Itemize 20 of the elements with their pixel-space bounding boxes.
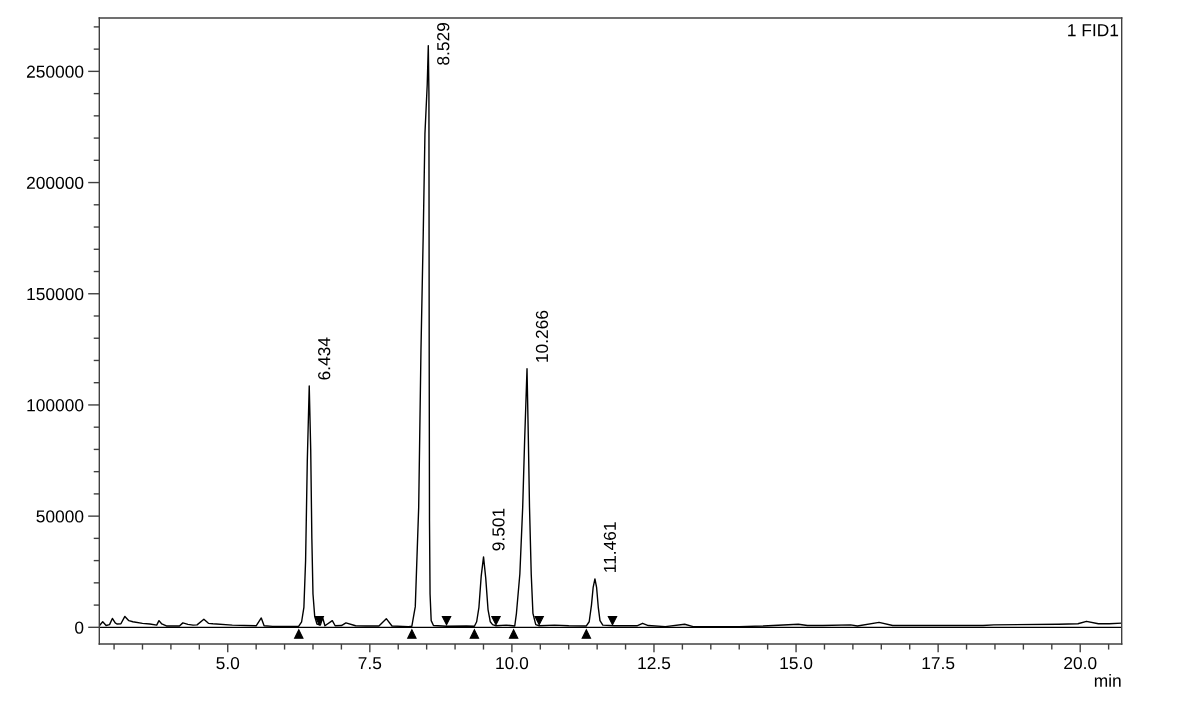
annotation: 6.434: [318, 337, 331, 380]
annotation: 11.461: [603, 522, 617, 572]
x-tick-label: 15.0: [780, 656, 813, 670]
x-tick-label: 10.0: [496, 656, 529, 670]
y-tick-label: 50000: [36, 510, 84, 523]
chart-title: 1 FID1: [1068, 24, 1119, 37]
x-tick-label: 5.0: [216, 656, 240, 670]
y-tick-label: 250000: [26, 65, 84, 78]
annotation: 8.529: [437, 23, 450, 65]
x-tick-label: 20.0: [1064, 656, 1097, 670]
y-tick-label: 200000: [26, 176, 84, 190]
annotation: 9.501: [492, 508, 505, 551]
x-axis-title: min: [1094, 674, 1121, 687]
x-tick-label: 12.5: [638, 656, 671, 670]
y-tick-label: 0: [75, 621, 84, 634]
annotation: 10.266: [535, 310, 549, 362]
y-tick-label: 100000: [27, 399, 84, 412]
x-tick-label: 17.5: [922, 657, 955, 670]
y-tick-label: 150000: [27, 287, 84, 301]
x-tick-label: 7.5: [358, 657, 382, 670]
